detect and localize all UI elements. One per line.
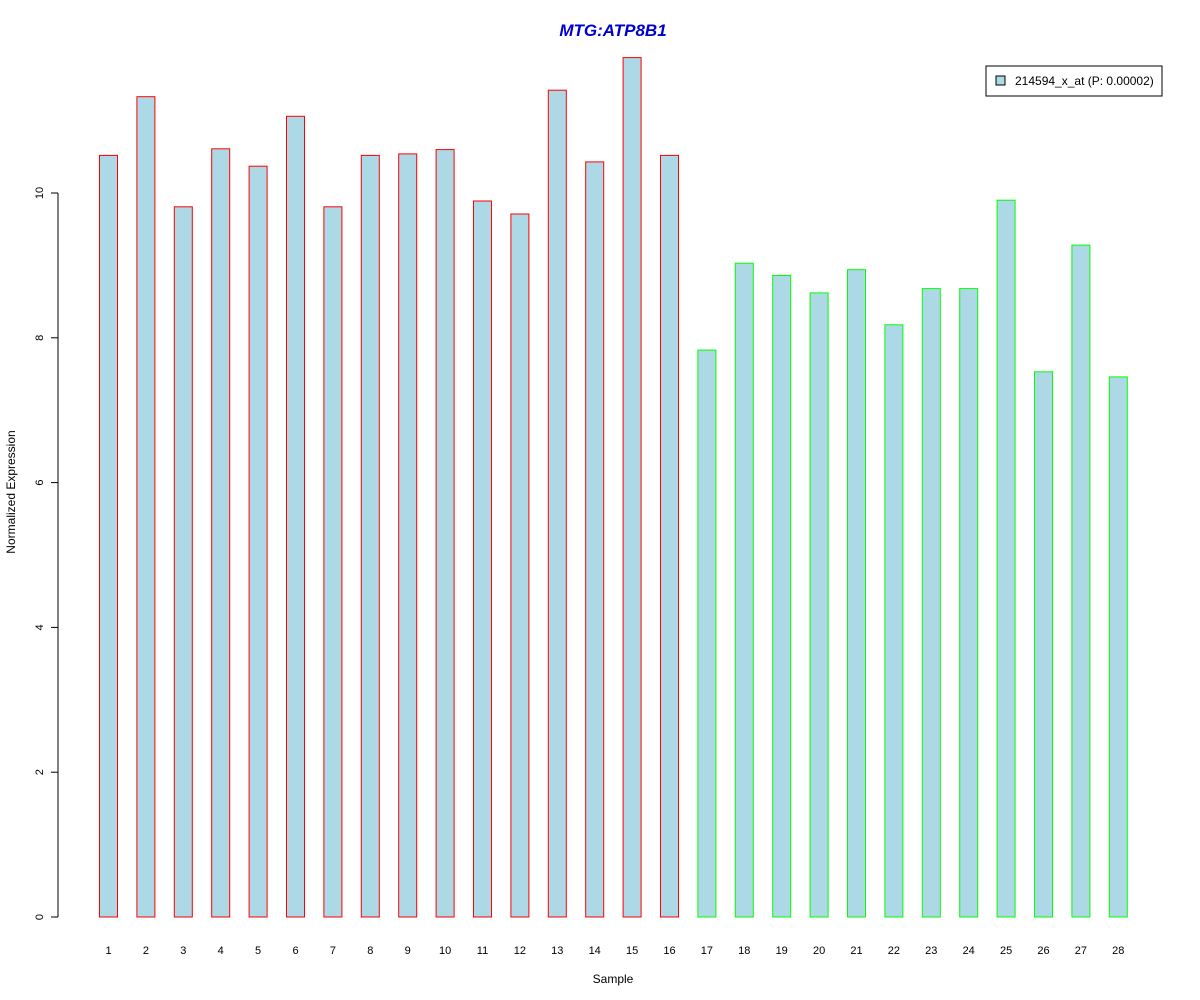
y-tick-label-0: 0 — [34, 914, 46, 920]
x-tick-label-25: 25 — [1000, 945, 1012, 957]
bar-sample-2 — [136, 96, 156, 918]
x-tick-label-6: 6 — [292, 945, 298, 957]
bar-sample-3 — [173, 206, 193, 918]
x-tick-label-1: 1 — [105, 945, 111, 957]
bar-sample-4 — [211, 148, 231, 918]
x-tick-label-13: 13 — [551, 945, 563, 957]
bar-sample-14 — [585, 161, 605, 918]
bar-sample-18 — [734, 262, 754, 918]
chart-title: MTG:ATP8B1 — [559, 21, 666, 40]
y-tick-label-2: 2 — [34, 769, 46, 775]
x-tick-label-2: 2 — [143, 945, 149, 957]
bar-sample-20 — [809, 292, 829, 918]
bar-sample-28 — [1108, 376, 1128, 918]
x-axis-label: Sample — [593, 972, 634, 986]
bar-sample-21 — [847, 269, 866, 918]
x-tick-label-20: 20 — [813, 945, 825, 957]
x-tick-label-17: 17 — [701, 945, 713, 957]
y-tick-label-10: 10 — [34, 187, 46, 199]
x-axis-tick-labels: 1 2 3 4 5 6 7 8 9 10 11 12 13 14 15 16 17 18 19 20 21 22 23 24 2… — [105, 945, 1124, 957]
x-tick-label-7: 7 — [330, 945, 336, 957]
x-tick-label-16: 16 — [663, 945, 675, 957]
legend-entry: 214594_x_at (P: 0.00002) — [1015, 74, 1154, 88]
y-tick-label-6: 6 — [34, 480, 46, 486]
x-tick-label-10: 10 — [439, 945, 451, 957]
x-tick-label-19: 19 — [776, 945, 788, 957]
x-tick-label-23: 23 — [925, 945, 937, 957]
x-tick-label-9: 9 — [405, 945, 411, 957]
y-axis: 0 2 4 6 8 10 — [34, 187, 59, 920]
x-tick-label-4: 4 — [218, 945, 224, 957]
bar-sample-26 — [1034, 371, 1053, 918]
bar-sample-10 — [435, 149, 455, 918]
legend-swatch — [995, 75, 1006, 86]
x-tick-label-24: 24 — [963, 945, 975, 957]
x-tick-label-15: 15 — [626, 945, 638, 957]
bar-sample-15 — [622, 57, 642, 918]
x-tick-label-14: 14 — [589, 945, 601, 957]
bar-sample-27 — [1071, 244, 1091, 918]
bar-sample-1 — [99, 154, 118, 918]
bar-sample-12 — [510, 213, 530, 918]
bar-sample-22 — [884, 324, 904, 918]
x-tick-label-26: 26 — [1037, 945, 1049, 957]
bars-group — [99, 57, 1128, 918]
x-tick-label-21: 21 — [850, 945, 862, 957]
y-tick-label-4: 4 — [34, 624, 46, 630]
x-tick-label-27: 27 — [1075, 945, 1087, 957]
bar-sample-25 — [996, 199, 1016, 918]
bar-sample-19 — [772, 275, 792, 918]
x-tick-label-5: 5 — [255, 945, 261, 957]
bar-sample-7 — [323, 206, 343, 918]
x-tick-label-8: 8 — [367, 945, 373, 957]
bar-sample-5 — [248, 165, 268, 918]
x-tick-label-3: 3 — [180, 945, 186, 957]
bar-sample-23 — [921, 288, 941, 918]
x-tick-label-22: 22 — [888, 945, 900, 957]
y-axis-label: Normalized Expression — [4, 430, 18, 553]
x-tick-label-28: 28 — [1112, 945, 1124, 957]
x-tick-label-12: 12 — [514, 945, 526, 957]
bar-sample-17 — [697, 349, 717, 918]
bar-sample-13 — [547, 89, 567, 918]
bar-sample-24 — [959, 288, 979, 918]
x-tick-label-11: 11 — [477, 945, 488, 957]
bar-sample-9 — [398, 153, 418, 918]
bar-sample-16 — [660, 154, 679, 918]
bar-sample-8 — [360, 154, 380, 918]
legend: 214594_x_at (P: 0.00002) — [985, 65, 1163, 97]
x-tick-label-18: 18 — [738, 945, 750, 957]
bar-sample-11 — [473, 200, 492, 918]
legend-box — [985, 65, 1163, 97]
y-tick-label-8: 8 — [34, 335, 46, 341]
bar-sample-6 — [286, 115, 305, 918]
